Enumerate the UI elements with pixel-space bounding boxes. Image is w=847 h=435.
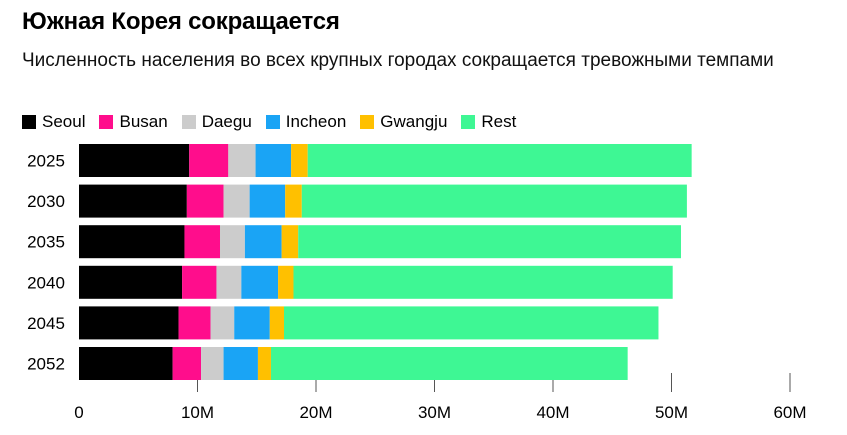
x-tick-label: 40M bbox=[536, 403, 569, 422]
bar-segment-gwangju bbox=[291, 144, 308, 177]
bar-segment-seoul bbox=[79, 306, 179, 340]
bar-segment-incheon bbox=[244, 225, 282, 259]
bar-segment-gwangju bbox=[257, 347, 271, 380]
bar-segment-busan bbox=[186, 184, 224, 218]
x-tick-label: 0 bbox=[74, 403, 83, 422]
bar-segment-busan bbox=[189, 144, 229, 177]
legend-swatch bbox=[360, 115, 375, 129]
bar-segment-seoul bbox=[79, 347, 173, 380]
y-tick-label: 2035 bbox=[27, 233, 65, 252]
bar-segment-busan bbox=[178, 306, 211, 340]
chart-title: Южная Корея сокращается bbox=[22, 8, 340, 35]
bar-segment-rest bbox=[270, 347, 628, 380]
legend-label: Gwangju bbox=[380, 112, 448, 131]
bar-segment-gwangju bbox=[278, 265, 294, 299]
bar-segment-seoul bbox=[79, 225, 185, 259]
bar-segment-busan bbox=[172, 347, 202, 380]
legend-swatch bbox=[181, 115, 196, 129]
bar-segment-rest bbox=[293, 265, 673, 299]
x-tick-label: 60M bbox=[773, 403, 806, 422]
legend-item-incheon: Incheon bbox=[265, 112, 347, 132]
bar-segment-rest bbox=[284, 306, 659, 340]
legend-swatch bbox=[265, 115, 280, 129]
bar-segment-incheon bbox=[223, 347, 258, 380]
y-tick-label: 2045 bbox=[27, 314, 65, 333]
bar-segment-daegu bbox=[210, 306, 235, 340]
legend-label: Busan bbox=[119, 112, 168, 131]
bar-segment-seoul bbox=[79, 265, 183, 299]
legend-item-rest: Rest bbox=[461, 112, 516, 132]
y-tick-label: 2025 bbox=[27, 152, 65, 171]
stacked-bar-chart: 2025 2030 2035 2040 2045 2052 0 10M 20M 30M 40M 50M… bbox=[27, 144, 807, 422]
bar-segment-incheon bbox=[255, 144, 292, 177]
y-tick-label: 2040 bbox=[27, 273, 65, 292]
y-tick-label: 2052 bbox=[27, 355, 65, 374]
bar-segment-gwangju bbox=[285, 184, 302, 218]
bar-segment-daegu bbox=[220, 225, 245, 259]
bar-segment-seoul bbox=[79, 144, 190, 177]
x-tick-label: 20M bbox=[299, 403, 332, 422]
legend-label: Seoul bbox=[42, 112, 86, 131]
bar-segment-daegu bbox=[201, 347, 224, 380]
bar-segment-incheon bbox=[249, 184, 286, 218]
x-tick-label: 10M bbox=[181, 403, 214, 422]
bar-segment-incheon bbox=[234, 306, 270, 340]
bar-segment-rest bbox=[301, 184, 687, 218]
legend-label: Rest bbox=[481, 112, 517, 131]
legend-label: Daegu bbox=[201, 112, 252, 131]
bar-segment-seoul bbox=[79, 184, 187, 218]
legend-swatch bbox=[461, 115, 476, 129]
bar-segment-gwangju bbox=[269, 306, 285, 340]
legend-swatch bbox=[99, 115, 114, 129]
chart-legend: Seoul Busan Daegu Incheon Gwangju Rest bbox=[22, 110, 530, 134]
bar-segment-incheon bbox=[241, 265, 279, 299]
chart-subtitle: Численность населения во всех крупных го… bbox=[22, 50, 774, 71]
bar-segment-daegu bbox=[223, 184, 250, 218]
bar-segment-gwangju bbox=[281, 225, 299, 259]
bar-segment-rest bbox=[307, 144, 692, 177]
bar-segment-daegu bbox=[216, 265, 242, 299]
legend-item-daegu: Daegu bbox=[181, 112, 252, 132]
bar-segment-busan bbox=[184, 225, 221, 259]
bar-segment-busan bbox=[182, 265, 217, 299]
y-tick-label: 2030 bbox=[27, 192, 65, 211]
x-tick-label: 50M bbox=[655, 403, 688, 422]
legend-item-seoul: Seoul bbox=[22, 112, 85, 132]
legend-swatch bbox=[22, 115, 36, 129]
x-tick-label: 30M bbox=[418, 403, 451, 422]
legend-item-gwangju: Gwangju bbox=[360, 112, 447, 132]
legend-item-busan: Busan bbox=[99, 112, 168, 132]
bar-segment-rest bbox=[298, 225, 681, 259]
bar-segment-daegu bbox=[228, 144, 256, 177]
legend-label: Incheon bbox=[285, 112, 347, 131]
